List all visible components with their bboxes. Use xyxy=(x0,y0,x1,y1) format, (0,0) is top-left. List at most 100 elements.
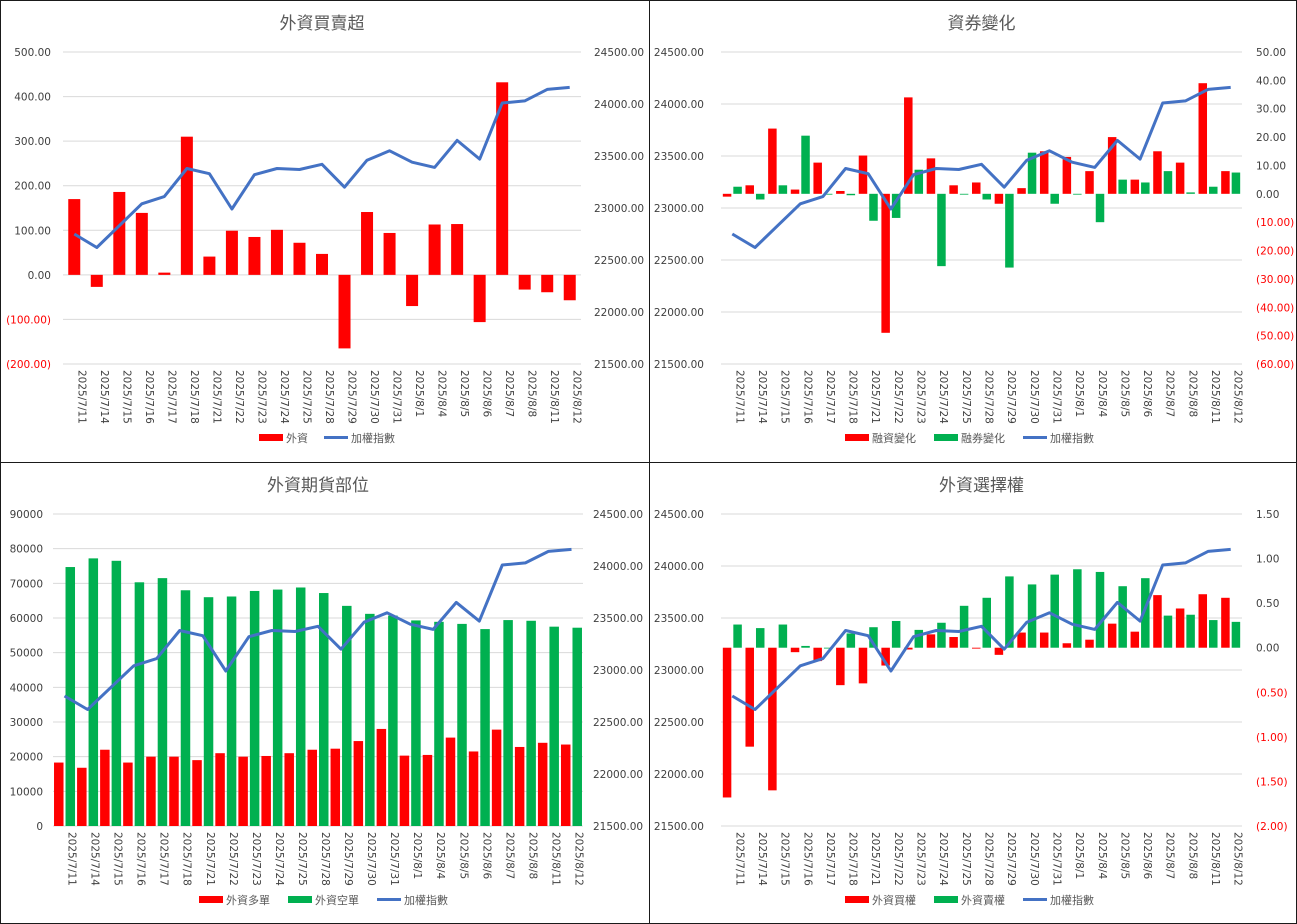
bar-外資賣權 xyxy=(1095,571,1105,648)
bar-外資賣權 xyxy=(937,622,946,648)
y-right-tick-label: 1.00 xyxy=(1256,554,1279,566)
x-tick-label: 2025/7/21 xyxy=(869,832,881,886)
x-tick-label: 2025/7/23 xyxy=(915,370,927,424)
bar-外資賣權 xyxy=(959,605,969,648)
y-left-tick-label: 20000 xyxy=(10,752,43,764)
x-tick-label: 2025/8/12 xyxy=(1232,370,1244,424)
x-tick-label: 2025/8/1 xyxy=(1073,370,1085,417)
bar-外資買權 xyxy=(881,647,890,666)
x-tick-label: 2025/8/4 xyxy=(434,832,446,879)
x-tick-label: 2025/8/11 xyxy=(1209,832,1221,886)
x-tick-label: 2025/7/28 xyxy=(983,832,995,886)
bar-外資 xyxy=(158,272,171,275)
bar-外資空單 xyxy=(572,627,582,826)
x-tick-label: 2025/7/22 xyxy=(233,370,245,424)
bar-外資買權 xyxy=(994,647,1004,655)
bar-外資買權 xyxy=(836,647,845,686)
y-right-tick-label: 24000.00 xyxy=(593,561,643,573)
x-tick-label: 2025/7/16 xyxy=(143,370,155,424)
x-tick-label: 2025/8/1 xyxy=(411,832,423,879)
legend-label: 外資多單 xyxy=(226,893,270,907)
x-tick-label: 2025/8/7 xyxy=(1164,832,1176,879)
bar-融券變化 xyxy=(1209,186,1218,194)
x-tick-label: 2025/8/6 xyxy=(1141,370,1153,417)
bar-外資空單 xyxy=(388,615,398,826)
bar-外資買權 xyxy=(768,647,777,791)
bar-外資多單 xyxy=(307,749,317,826)
bar-外資 xyxy=(90,274,103,287)
y-left-tick-label: 0 xyxy=(36,821,43,833)
bar-外資賣權 xyxy=(891,620,901,648)
bar-外資 xyxy=(451,224,464,275)
x-tick-label: 2025/7/18 xyxy=(847,832,859,886)
bar-外資賣權 xyxy=(755,628,765,648)
x-tick-label: 2025/8/11 xyxy=(549,832,561,886)
x-tick-label: 2025/8/11 xyxy=(548,370,560,424)
legend-label: 加權指數 xyxy=(1050,893,1094,907)
bar-融券變化 xyxy=(1118,179,1127,194)
chart-title: 外資買賣超 xyxy=(280,14,365,34)
y-right-tick-label: 0.50 xyxy=(1256,598,1279,610)
x-tick-label: 2025/7/31 xyxy=(391,370,403,424)
bar-融資變化 xyxy=(858,155,868,194)
y-right-tick-label: (10.00) xyxy=(1256,217,1294,229)
bar-融資變化 xyxy=(1221,171,1230,194)
y-right-tick-label: (30.00) xyxy=(1256,274,1294,286)
bar-融資變化 xyxy=(926,158,936,194)
bar-外資多單 xyxy=(353,741,364,826)
x-tick-label: 2025/8/1 xyxy=(413,370,425,417)
bar-外資 xyxy=(225,230,238,275)
bar-外資賣權 xyxy=(1141,578,1150,648)
x-tick-label: 2025/7/21 xyxy=(204,832,216,886)
x-tick-label: 2025/8/5 xyxy=(1118,832,1130,879)
x-tick-label: 2025/8/1 xyxy=(1073,832,1085,879)
bar-外資 xyxy=(316,253,328,275)
y-left-tick-label: 500.00 xyxy=(14,47,51,59)
legend-swatch xyxy=(934,896,958,903)
y-right-tick-label: (1.50) xyxy=(1256,776,1288,788)
x-tick-label: 2025/8/4 xyxy=(436,370,448,417)
legend-swatch xyxy=(934,434,958,441)
bar-外資空單 xyxy=(526,620,536,826)
line-series-index xyxy=(731,85,1231,249)
bar-融資變化 xyxy=(768,128,777,194)
x-tick-label: 2025/7/28 xyxy=(323,370,335,424)
x-tick-label: 2025/7/15 xyxy=(112,832,124,886)
bar-外資 xyxy=(203,256,216,275)
bar-外資 xyxy=(563,274,576,301)
bar-融券變化 xyxy=(937,193,946,267)
y-right-tick-label: 30.00 xyxy=(1256,104,1286,116)
bar-融券變化 xyxy=(823,193,833,195)
bar-融券變化 xyxy=(1141,182,1150,194)
bar-融資變化 xyxy=(949,185,958,194)
y-left-tick-label: 22500.00 xyxy=(654,255,704,267)
legend-swatch xyxy=(845,896,869,903)
bar-融券變化 xyxy=(778,185,788,194)
legend-label: 加權指數 xyxy=(404,893,448,907)
y-right-tick-label: 10.00 xyxy=(1256,160,1286,172)
bar-融券變化 xyxy=(801,135,810,194)
bar-融券變化 xyxy=(1050,193,1059,204)
x-tick-label: 2025/8/6 xyxy=(480,832,492,879)
x-tick-label: 2025/7/24 xyxy=(937,832,949,886)
x-tick-label: 2025/8/12 xyxy=(1232,832,1244,886)
bar-融券變化 xyxy=(869,193,878,221)
y-right-tick-label: 23500.00 xyxy=(593,613,643,625)
bar-外資空單 xyxy=(434,621,444,826)
bar-外資買權 xyxy=(1153,595,1162,648)
bar-外資多單 xyxy=(77,767,87,826)
y-left-tick-label: 300.00 xyxy=(14,136,51,148)
bar-外資賣權 xyxy=(846,633,856,648)
y-right-tick-label: 21500.00 xyxy=(594,359,644,371)
bar-外資 xyxy=(361,212,374,275)
bar-外資 xyxy=(68,199,81,275)
x-tick-label: 2025/7/11 xyxy=(733,832,745,886)
bar-融券變化 xyxy=(1027,152,1037,194)
chart-panel-margin-short: 資券變化 21500.00 22000.00 22500.00 23000.00 2350… xyxy=(649,0,1297,463)
bar-融券變化 xyxy=(733,186,742,194)
bar-外資賣權 xyxy=(914,629,924,648)
x-tick-label: 2025/7/21 xyxy=(869,370,881,424)
bar-外資多單 xyxy=(123,762,133,826)
chart-title: 外資選擇權 xyxy=(939,476,1024,496)
bar-外資多單 xyxy=(445,737,456,826)
